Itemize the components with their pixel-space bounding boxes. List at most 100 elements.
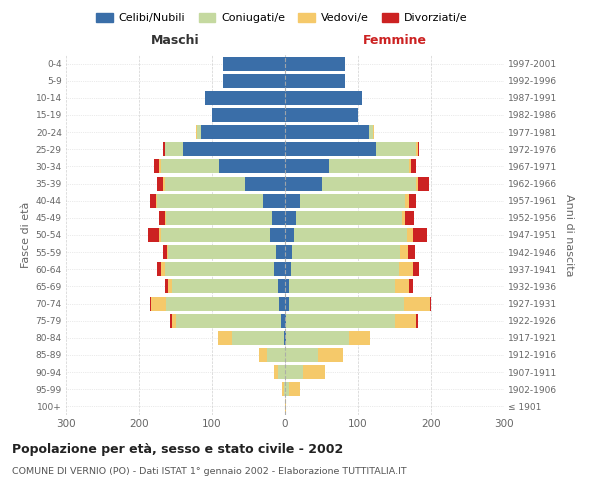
Bar xyxy=(168,280,172,293)
Bar xyxy=(170,314,172,328)
Bar xyxy=(267,348,285,362)
Bar xyxy=(285,56,345,70)
Bar xyxy=(376,142,416,156)
Bar xyxy=(285,262,291,276)
Text: Femmine: Femmine xyxy=(362,34,427,48)
Bar xyxy=(292,245,400,259)
Bar xyxy=(299,194,406,207)
Bar xyxy=(289,280,395,293)
Bar xyxy=(286,314,395,328)
Bar xyxy=(196,125,197,139)
Bar xyxy=(284,382,285,396)
Bar xyxy=(157,176,163,190)
Bar xyxy=(286,331,349,345)
Bar xyxy=(154,160,160,173)
Bar xyxy=(285,296,289,310)
Bar xyxy=(418,142,419,156)
Bar xyxy=(373,125,374,139)
Bar xyxy=(285,331,286,345)
Bar xyxy=(285,125,369,139)
Bar xyxy=(285,142,376,156)
Bar xyxy=(430,296,431,310)
Bar xyxy=(285,365,303,379)
Bar xyxy=(395,314,416,328)
Bar xyxy=(285,194,299,207)
Bar xyxy=(279,296,285,310)
Bar xyxy=(197,125,201,139)
Y-axis label: Anni di nascita: Anni di nascita xyxy=(564,194,574,276)
Text: Popolazione per età, sesso e stato civile - 2002: Popolazione per età, sesso e stato civil… xyxy=(12,442,343,456)
Bar xyxy=(418,176,429,190)
Bar xyxy=(205,91,285,105)
Bar xyxy=(263,194,285,207)
Bar xyxy=(349,331,370,345)
Bar xyxy=(183,142,285,156)
Bar xyxy=(156,194,157,207)
Bar xyxy=(303,365,325,379)
Bar xyxy=(416,142,418,156)
Bar xyxy=(176,314,281,328)
Bar xyxy=(285,314,286,328)
Bar xyxy=(369,125,373,139)
Bar xyxy=(400,245,407,259)
Bar xyxy=(406,211,414,225)
Bar xyxy=(161,262,164,276)
Bar xyxy=(407,245,415,259)
Bar xyxy=(281,314,285,328)
Bar xyxy=(409,280,413,293)
Bar xyxy=(163,142,164,156)
Bar xyxy=(212,108,285,122)
Bar xyxy=(285,160,329,173)
Bar xyxy=(284,331,285,345)
Bar xyxy=(159,211,164,225)
Bar xyxy=(395,280,409,293)
Bar xyxy=(399,262,413,276)
Bar xyxy=(285,91,362,105)
Bar xyxy=(285,176,322,190)
Bar xyxy=(289,382,299,396)
Bar xyxy=(168,245,276,259)
Bar xyxy=(296,211,402,225)
Bar xyxy=(148,228,160,242)
Bar xyxy=(157,194,263,207)
Bar xyxy=(407,228,413,242)
Bar xyxy=(232,331,284,345)
Bar xyxy=(406,194,409,207)
Bar xyxy=(289,296,404,310)
Bar xyxy=(278,280,285,293)
Bar xyxy=(409,160,410,173)
Bar xyxy=(285,245,292,259)
Bar xyxy=(160,228,161,242)
Bar xyxy=(161,160,220,173)
Bar xyxy=(223,56,285,70)
Bar xyxy=(150,296,151,310)
Bar xyxy=(285,280,289,293)
Bar xyxy=(329,160,409,173)
Bar xyxy=(161,228,271,242)
Bar xyxy=(220,160,285,173)
Bar xyxy=(278,365,285,379)
Bar xyxy=(285,382,289,396)
Bar xyxy=(164,262,274,276)
Bar xyxy=(245,176,285,190)
Bar xyxy=(167,245,168,259)
Bar xyxy=(291,262,399,276)
Bar xyxy=(402,211,406,225)
Bar xyxy=(172,314,176,328)
Bar xyxy=(322,176,416,190)
Bar xyxy=(274,365,278,379)
Bar xyxy=(413,262,419,276)
Bar xyxy=(160,160,161,173)
Bar xyxy=(164,211,166,225)
Bar xyxy=(410,160,416,173)
Bar xyxy=(294,228,407,242)
Bar xyxy=(285,211,296,225)
Bar xyxy=(172,280,278,293)
Bar xyxy=(416,176,418,190)
Legend: Celibi/Nubili, Coniugati/e, Vedovi/e, Divorziati/e: Celibi/Nubili, Coniugati/e, Vedovi/e, Di… xyxy=(92,8,472,28)
Bar xyxy=(259,348,267,362)
Bar xyxy=(163,176,164,190)
Bar xyxy=(151,296,166,310)
Bar xyxy=(223,74,285,88)
Y-axis label: Fasce di età: Fasce di età xyxy=(22,202,31,268)
